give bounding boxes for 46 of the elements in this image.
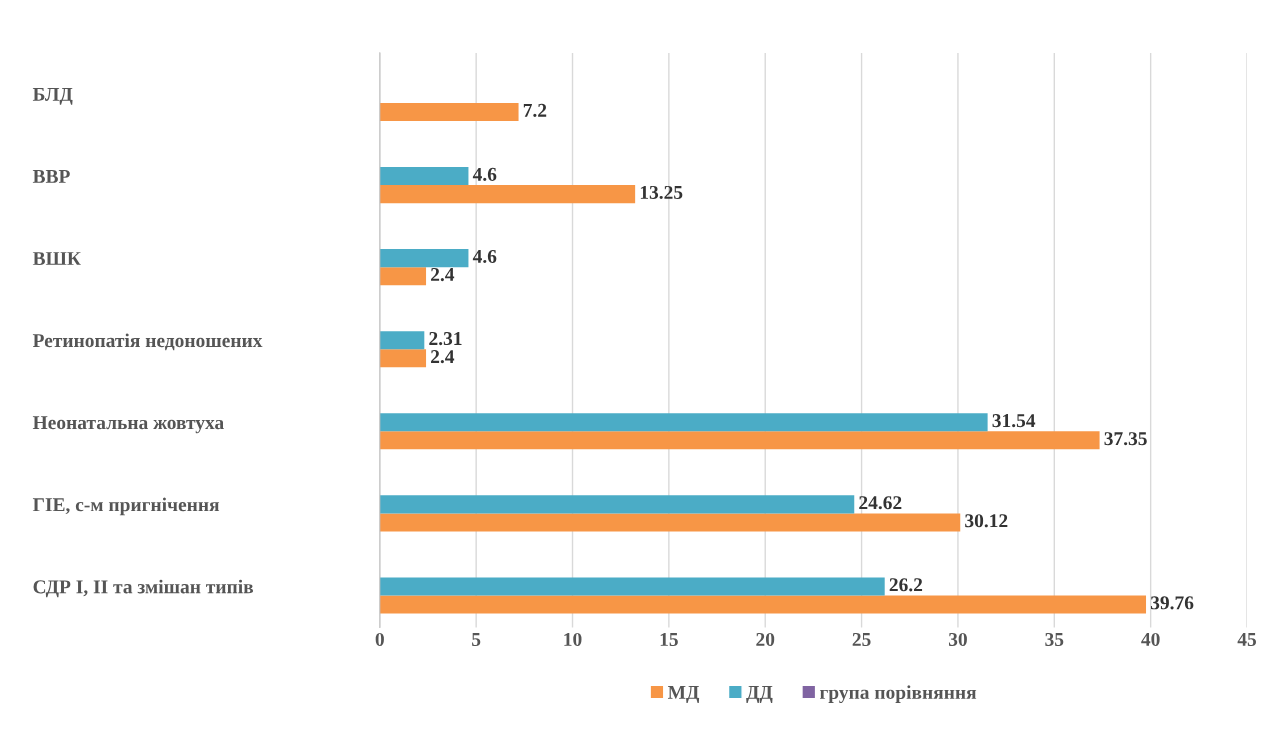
bar <box>379 167 469 186</box>
data-label: 37.35 <box>1104 432 1147 446</box>
data-label: 13.25 <box>640 185 683 200</box>
x-tick-label: 40 <box>1141 632 1160 647</box>
y-tick-label: СДР І, ІІ та змішан типів <box>33 579 254 598</box>
x-tick-label: 15 <box>660 633 678 647</box>
bar <box>379 185 636 204</box>
x-tick-label: 10 <box>564 632 582 647</box>
x-tick-label: 25 <box>852 632 871 647</box>
data-label: 31.54 <box>992 414 1036 428</box>
data-label: 2.4 <box>431 350 455 364</box>
x-tick-label: 20 <box>756 632 775 647</box>
x-tick-label: 30 <box>948 632 967 647</box>
y-tick-label: ВШК <box>32 252 81 265</box>
bar <box>379 595 1147 614</box>
data-label: 7.2 <box>523 103 547 117</box>
y-tick-label: Неонатальна жовтуха <box>32 416 224 434</box>
bar <box>379 495 855 514</box>
bar <box>379 513 961 532</box>
bar <box>379 102 519 122</box>
legend-label: МД <box>667 686 700 703</box>
data-label: 2.4 <box>431 267 455 282</box>
data-label: 39.76 <box>1150 596 1194 610</box>
y-tick-label: БЛД <box>32 87 73 105</box>
x-tick-label: 45 <box>1237 633 1257 647</box>
legend-label: група порівняння <box>819 685 977 704</box>
y-tick-label: Ретинопатія недоношених <box>32 333 263 351</box>
bar <box>379 349 427 368</box>
data-label: 4.6 <box>472 249 497 264</box>
x-tick-label: 0 <box>375 632 384 647</box>
legend-label: ДД <box>746 686 773 703</box>
x-tick-label: 35 <box>1045 632 1064 647</box>
data-label: 2.31 <box>429 332 462 346</box>
bar <box>379 413 988 432</box>
data-label: 24.62 <box>859 496 902 510</box>
bar <box>379 267 427 286</box>
x-tick-label: 5 <box>472 633 481 647</box>
y-tick-label: ГІЕ, с-м пригнічення <box>32 497 220 516</box>
bar <box>379 331 425 350</box>
data-label: 26.2 <box>889 578 923 592</box>
bar <box>379 249 469 268</box>
bar <box>379 577 885 596</box>
y-tick-label: ВВР <box>32 170 70 183</box>
data-label: 30.12 <box>965 514 1008 528</box>
bar <box>379 431 1100 450</box>
data-label: 4.6 <box>472 167 497 181</box>
